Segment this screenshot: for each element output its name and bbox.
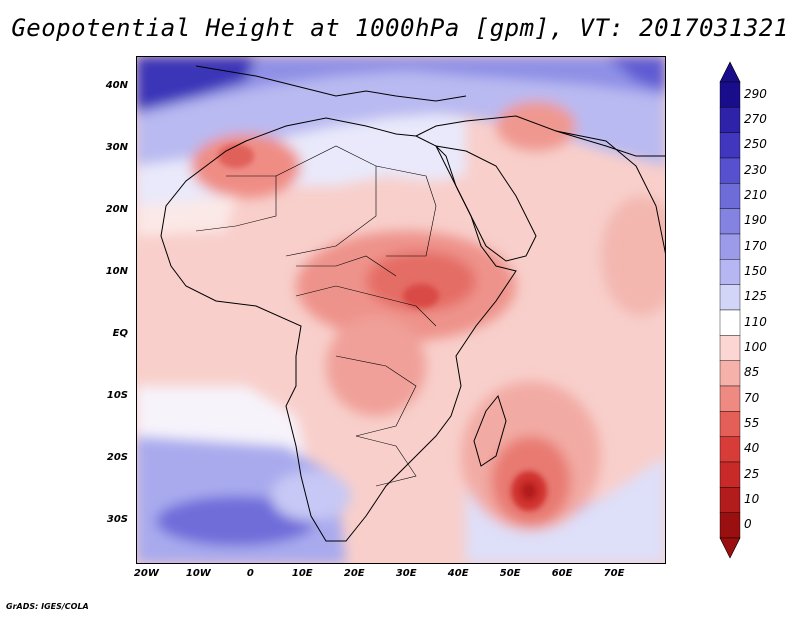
colorbar-label: 25 [744,466,760,481]
colorbar-swatch [719,309,741,336]
colorbar-label: 40 [744,441,760,456]
colorbar-label: 70 [744,390,760,405]
colorbar-label: 270 [744,112,767,126]
colorbar-swatch [719,259,741,285]
lon-label: 70E [603,568,625,579]
lon-label: 0 [246,568,254,579]
colorbar-label: 10 [744,492,760,506]
coastlines [160,65,666,542]
colorbar-swatch [719,183,741,209]
height-field [136,56,666,564]
colorbar-swatch [719,335,741,361]
colorbar-label: 250 [744,137,767,152]
lat-label: 20N [105,203,128,215]
colorbar-label: 210 [744,188,767,202]
colorbar-swatch [719,132,741,159]
lat-label: 20S [106,451,128,463]
colorbar-swatch [719,411,741,437]
colorbar-swatch [719,208,741,235]
lon-label: 10W [185,568,211,579]
lon-label: 30E [395,568,417,579]
lon-label: 10E [291,568,313,579]
colorbar-bottom-arrow [719,537,741,559]
lon-label: 60E [551,568,573,579]
colorbar-swatch [719,512,741,539]
colorbar-swatch [719,461,741,488]
colorbar-swatch [719,157,741,184]
colorbar-swatch [719,385,741,412]
chart-title: Geopotential Height at 1000hPa [gpm], VT… [11,14,789,42]
colorbar-label: 55 [744,416,760,430]
colorbar-label: 290 [744,86,767,101]
colorbar-label: 125 [744,289,767,304]
colorbar-label: 190 [744,213,767,228]
credit-text: GrADS: IGES/COLA [6,602,89,611]
colorbar-swatch [719,436,741,463]
colorbar-swatch [719,284,741,311]
colorbar-label: 0 [744,517,752,532]
colorbar-label: 85 [744,365,760,380]
map-plot [136,56,666,564]
colorbar-label: 170 [744,238,767,253]
lon-label: 50E [499,568,521,579]
lat-label: 40N [105,79,128,91]
colorbar-swatch [719,107,741,133]
lat-label: 30N [105,141,128,153]
lat-label: 10N [105,265,128,277]
colorbar-swatch [719,233,741,260]
colorbar-swatch [719,360,741,387]
map-frame [136,56,666,564]
colorbar-swatch [719,81,741,108]
lon-label: 20W [133,568,159,579]
colorbar-label: 100 [744,340,767,354]
colorbar-label: 110 [744,314,767,329]
lon-label: 40E [447,568,469,579]
country-borders [195,145,437,487]
colorbar-label: 150 [744,264,767,278]
colorbar [719,61,741,559]
lon-label: 20E [343,568,365,579]
colorbar-swatch [719,487,741,513]
colorbar-label: 230 [744,162,767,177]
lat-label: EQ [112,327,128,339]
colorbar-top-arrow [719,61,741,83]
lat-label: 10S [106,389,128,401]
lat-label: 30S [106,513,128,525]
